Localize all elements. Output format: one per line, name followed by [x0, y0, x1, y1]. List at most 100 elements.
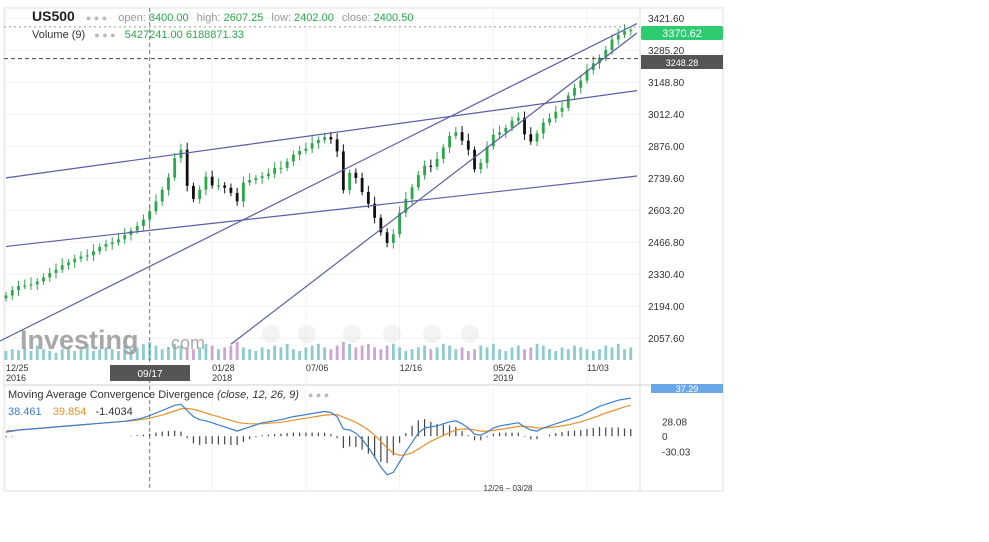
volume-bar	[54, 352, 58, 360]
crosshair-date-tag: 09/17	[110, 365, 190, 381]
volume-bar	[160, 349, 164, 360]
candle-body	[304, 148, 308, 151]
candle-body	[410, 187, 414, 200]
volume-bar	[185, 347, 189, 360]
trendlines[interactable]	[0, 22, 638, 345]
volume-bar	[298, 351, 302, 360]
grid-lines	[4, 8, 640, 491]
volume-bar	[479, 345, 483, 360]
volume-bar	[523, 349, 526, 360]
candles	[4, 24, 633, 302]
volume-bar	[423, 345, 426, 360]
candle-body	[573, 87, 576, 96]
candle-body	[73, 258, 77, 263]
trendline[interactable]	[0, 22, 638, 345]
scroll-right-button[interactable]	[423, 325, 441, 343]
price-legend: US500 ● ● ● open: 3400.00 high: 2607.25 …	[32, 8, 413, 24]
volume-bar	[285, 343, 289, 360]
volume-legend: Volume (9) ● ● ● 5427241.00 6188871.33	[32, 29, 244, 41]
watermark: Investing	[20, 325, 139, 355]
volume-bar	[448, 345, 451, 360]
volume-bar	[510, 347, 514, 360]
candle-body	[204, 176, 208, 190]
volume-bar	[198, 347, 202, 360]
candle-body	[210, 176, 214, 186]
volume-bar	[279, 347, 283, 360]
candle-body	[54, 269, 58, 273]
zoom-reset-button[interactable]	[343, 325, 361, 343]
candle-body	[473, 149, 476, 170]
volume-bar	[504, 351, 508, 360]
volume-bar	[398, 347, 401, 360]
candle-body	[42, 277, 45, 282]
price-axis: 3421.60 3285.20 3148.80 3012.40 2876.00 2739.…	[648, 14, 685, 345]
candle-body	[29, 284, 33, 286]
trendline[interactable]	[5, 90, 638, 179]
trendline[interactable]	[5, 175, 638, 248]
volume-bar	[329, 349, 333, 360]
volume-bar	[10, 349, 14, 360]
candle-body	[373, 203, 377, 218]
volume-bar	[379, 349, 383, 360]
candle-body	[229, 187, 233, 193]
volume-value-1: 5427241.00	[124, 29, 183, 41]
y-tick-label: 3285.20	[648, 46, 685, 57]
volume-bar	[154, 345, 158, 360]
candle-body	[142, 219, 145, 226]
candle-body	[423, 165, 426, 176]
trendline[interactable]	[230, 32, 638, 345]
volume-bar	[291, 349, 295, 360]
volume-bar	[410, 349, 414, 360]
candle-body	[167, 177, 170, 190]
volume-bar	[560, 347, 564, 360]
candle-body	[466, 140, 470, 150]
y-tick-label: 2603.20	[648, 206, 685, 217]
legend-controls[interactable]: ● ● ●	[85, 13, 108, 23]
candle-body	[85, 255, 89, 257]
volume-legend-controls[interactable]: ● ● ●	[94, 30, 116, 40]
volume-bar	[4, 351, 8, 360]
volume-bar	[323, 347, 327, 360]
volume-bar	[179, 345, 183, 360]
candle-body	[242, 182, 245, 202]
candle-body	[23, 285, 27, 287]
volume-bar	[579, 347, 583, 360]
volume-bar	[529, 347, 533, 360]
candle-body	[335, 139, 339, 152]
go-end-button[interactable]	[461, 325, 479, 343]
candle-body	[60, 265, 64, 270]
volume-bar	[248, 349, 252, 360]
y-tick-label: 2194.00	[648, 302, 685, 313]
low-label: low:	[271, 12, 291, 24]
candle-body	[248, 180, 252, 183]
macd-legend-controls[interactable]: ● ● ●	[307, 390, 330, 400]
volume-bar	[548, 349, 551, 360]
volume-bar	[435, 347, 439, 360]
volume-bar	[360, 345, 364, 360]
high-label: high:	[196, 12, 221, 24]
volume-bar	[73, 351, 77, 360]
candle-body	[273, 168, 277, 174]
candle-body	[510, 120, 514, 128]
candle-body	[566, 95, 570, 108]
zoom-in-button[interactable]	[383, 325, 401, 343]
candle-body	[98, 246, 102, 252]
candle-body	[541, 122, 545, 134]
main-panel-frame	[3, 7, 724, 492]
y-tick-label: 3421.60	[648, 14, 685, 25]
nav-controls[interactable]	[262, 325, 479, 343]
scroll-left-button[interactable]	[262, 325, 280, 343]
candle-body	[254, 178, 258, 181]
volume-bar	[35, 345, 39, 360]
volume-bar	[554, 351, 558, 360]
crosshair-price-tag: 3248.28	[641, 55, 723, 69]
x-tick-label: 01/28	[212, 363, 235, 373]
volume-bar	[623, 349, 626, 360]
zoom-out-button[interactable]	[298, 325, 316, 343]
volume-bar	[354, 347, 358, 360]
candle-body	[529, 134, 533, 142]
volume-bar	[335, 345, 339, 360]
macd-tick-label: -30.03	[662, 448, 691, 459]
candle-body	[479, 162, 483, 170]
